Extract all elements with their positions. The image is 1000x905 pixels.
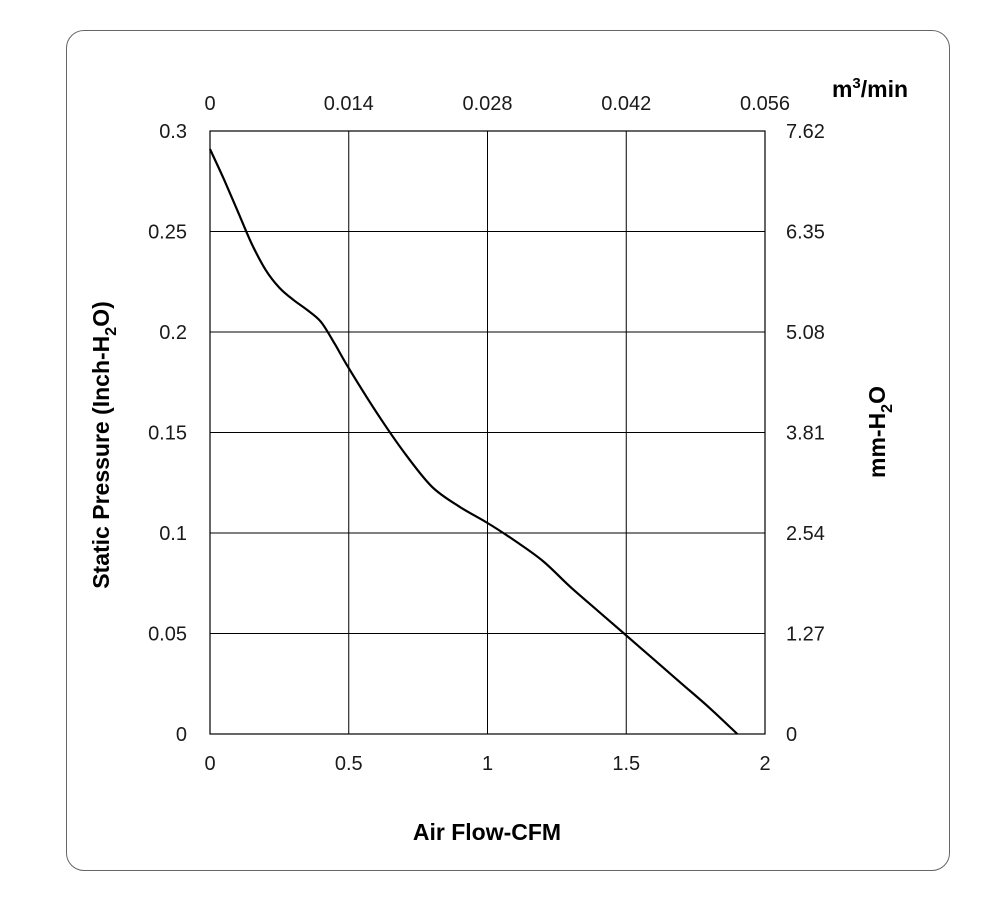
y-right-tick-label: 0 <box>786 724 797 746</box>
grid-lines <box>210 131 765 734</box>
x-top-tick-label: 0.042 <box>601 93 651 115</box>
y-right-tick-label: 3.81 <box>786 423 825 445</box>
x-top-tick-label: 0.056 <box>740 93 790 115</box>
y-left-tick-label: 0.25 <box>148 222 187 244</box>
x-bottom-tick-label: 1 <box>482 753 493 775</box>
x-top-tick-label: 0 <box>204 93 215 115</box>
y-left-axis-title: Static Pressure (Inch-H2O) <box>88 301 120 589</box>
y-left-tick-labels: 0 0.05 0.1 0.15 0.2 0.25 0.3 <box>148 121 187 746</box>
y-right-tick-label: 1.27 <box>786 624 825 646</box>
x-bottom-tick-label: 0 <box>204 753 215 775</box>
x-top-tick-label: 0.028 <box>462 93 512 115</box>
y-left-tick-label: 0.1 <box>159 523 187 545</box>
x-top-unit-label: m3/min <box>832 75 908 102</box>
chart-frame <box>66 30 950 871</box>
pressure-curve-line <box>209 148 739 735</box>
y-right-tick-label: 2.54 <box>786 523 825 545</box>
x-axis-title: Air Flow-CFM <box>413 819 561 845</box>
x-top-tick-labels: 0 0.014 0.028 0.042 0.056 <box>204 93 790 115</box>
y-right-tick-label: 5.08 <box>786 322 825 344</box>
y-right-axis-title: mm-H2O <box>864 386 896 478</box>
y-right-tick-labels: 0 1.27 2.54 3.81 5.08 6.35 7.62 <box>786 121 825 746</box>
plot-area-border <box>209 130 766 735</box>
x-bottom-tick-label: 1.5 <box>612 753 640 775</box>
y-left-tick-label: 0 <box>176 724 187 746</box>
y-right-tick-label: 6.35 <box>786 222 825 244</box>
y-right-tick-label: 7.62 <box>786 121 825 143</box>
y-left-tick-label: 0.05 <box>148 624 187 646</box>
x-top-tick-label: 0.014 <box>324 93 374 115</box>
x-bottom-tick-labels: 0 0.5 1 1.5 2 <box>204 753 770 775</box>
x-bottom-tick-label: 0.5 <box>335 753 363 775</box>
y-left-tick-label: 0.2 <box>159 322 187 344</box>
x-bottom-tick-label: 2 <box>759 753 770 775</box>
y-left-tick-label: 0.15 <box>148 423 187 445</box>
y-left-tick-label: 0.3 <box>159 121 187 143</box>
